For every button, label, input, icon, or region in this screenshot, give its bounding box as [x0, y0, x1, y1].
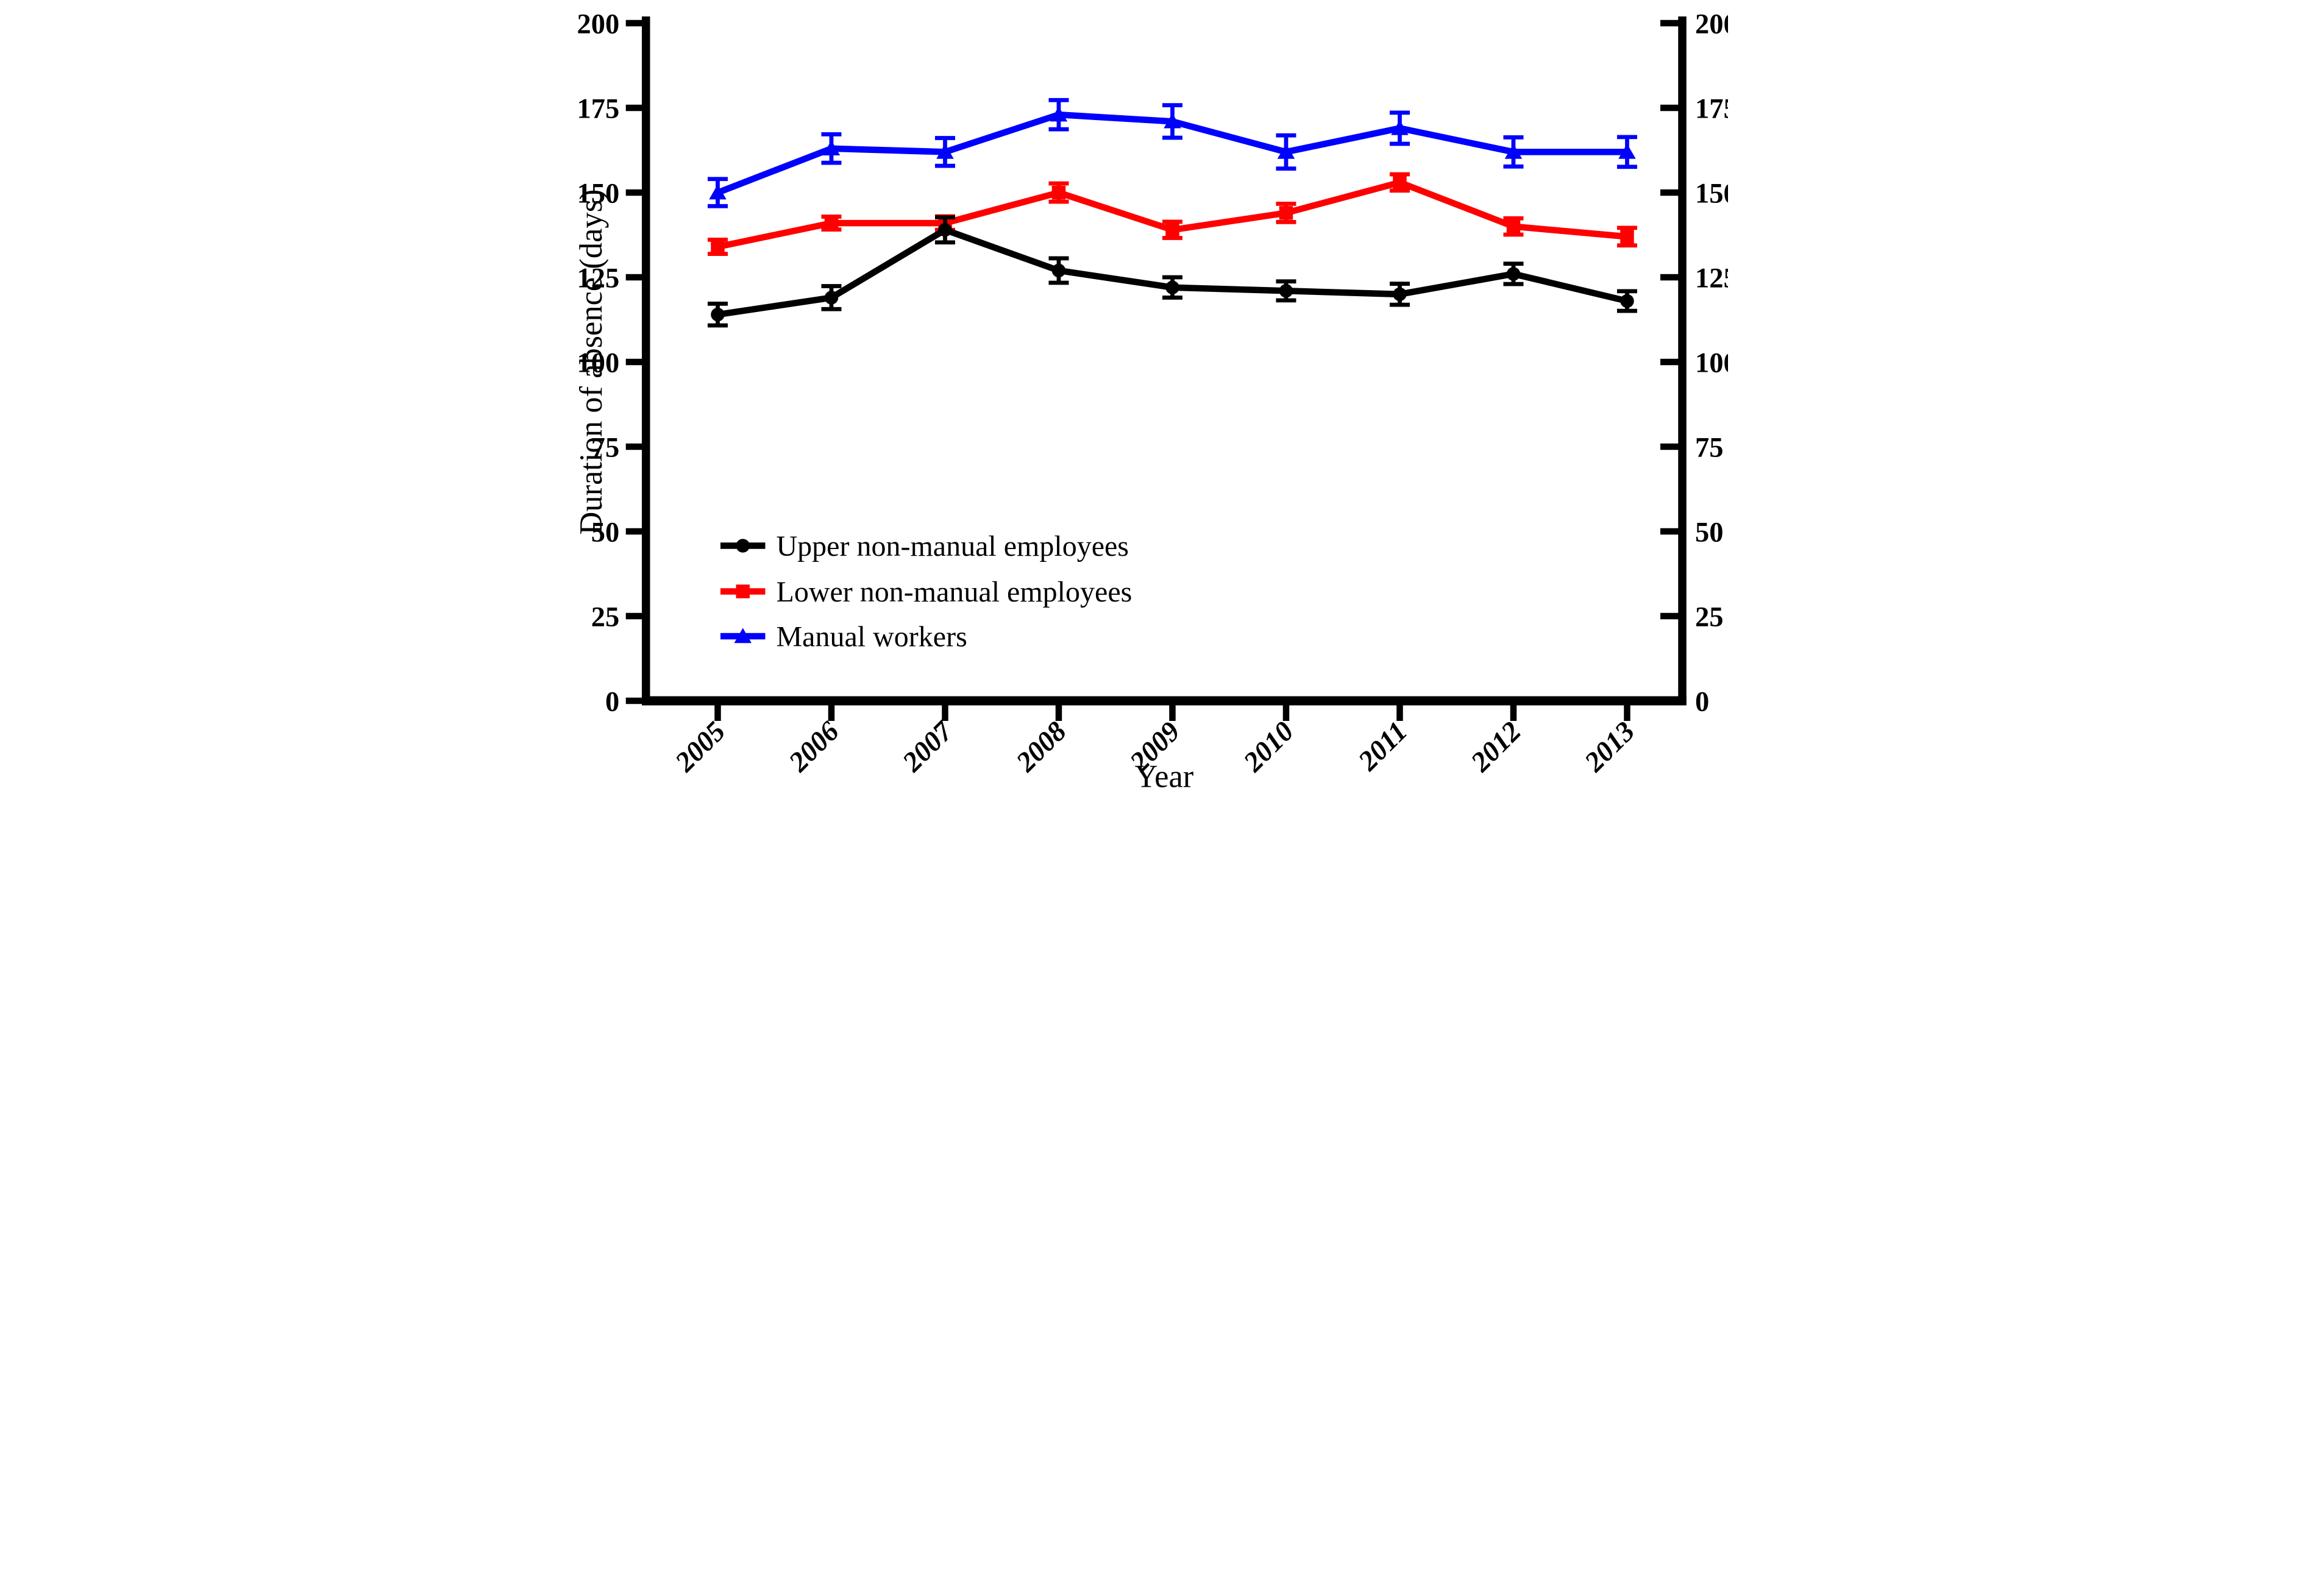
x-tick-label-year: 2006 [783, 715, 845, 778]
data-point-marker-circle [1393, 287, 1407, 302]
series-lower-non-manual-employees [708, 172, 1637, 257]
series-upper-non-manual-employees [708, 215, 1637, 328]
data-point-marker-square [824, 216, 839, 230]
data-point-marker-triangle [734, 628, 752, 644]
data-point-marker-circle [824, 291, 839, 305]
data-point-marker-triangle [1050, 106, 1068, 122]
data-point-marker-square [1620, 230, 1634, 244]
y-tick-label-right: 25 [1695, 602, 1724, 633]
y-tick-label-left: 150 [577, 179, 620, 210]
data-point-marker-triangle [1164, 113, 1181, 129]
data-point-marker-circle [1506, 267, 1521, 281]
data-point-marker-triangle [1391, 119, 1409, 135]
series-line [717, 226, 1628, 318]
y-tick-label-left: 175 [577, 94, 620, 125]
series-manual-workers [708, 98, 1637, 208]
data-point-marker-square [736, 584, 750, 598]
data-point-marker-circle [736, 539, 750, 553]
y-tick-label-right: 200 [1695, 9, 1728, 40]
data-point-marker-square [1165, 222, 1179, 237]
y-tick-label-left: 125 [577, 263, 620, 294]
y-tick-label-left: 75 [591, 433, 620, 464]
x-tick-label-year: 2008 [1010, 716, 1073, 779]
y-tick-label-right: 125 [1695, 263, 1728, 294]
data-point-marker-square [1051, 185, 1066, 200]
y-tick-label-right: 175 [1695, 94, 1728, 125]
legend-label: Upper non-manual employees [777, 530, 1129, 562]
y-tick-label-left: 200 [577, 9, 620, 40]
x-tick-label-year: 2010 [1237, 716, 1300, 779]
x-tick-label-year: 2012 [1465, 716, 1527, 779]
y-tick-label-right: 50 [1695, 517, 1724, 548]
data-point-marker-circle [1051, 263, 1066, 278]
line-chart: 0 0 25 25 50 50 75 75 100 100 125 125 150 150 175 175 20… [576, 9, 1728, 795]
data-point-marker-square [1506, 219, 1521, 233]
legend-item: Upper non-manual employees [720, 530, 1129, 562]
x-tick-label-year: 2005 [669, 716, 732, 779]
legend: Upper non-manual employees Lower non-manu… [720, 530, 1132, 653]
data-point-marker-circle [1620, 294, 1634, 308]
y-tick-label-left: 50 [591, 517, 620, 548]
y-tick-label-right: 0 [1695, 687, 1709, 718]
data-point-marker-triangle [1504, 143, 1523, 159]
y-tick-label-left: 100 [577, 348, 620, 379]
x-tick-label-year: 2013 [1579, 716, 1641, 779]
data-point-marker-square [1279, 206, 1293, 220]
y-tick-label-right: 150 [1695, 179, 1728, 210]
data-point-marker-square [711, 239, 725, 254]
data-point-marker-circle [1165, 280, 1179, 294]
y-tick-label-left: 0 [605, 687, 619, 718]
legend-item: Lower non-manual employees [720, 576, 1132, 608]
data-point-marker-triangle [1277, 143, 1295, 159]
y-tick-label-left: 25 [591, 602, 620, 633]
data-point-marker-circle [1279, 284, 1293, 298]
y-tick-label-right: 75 [1695, 433, 1724, 464]
x-tick-label-year: 2011 [1353, 716, 1414, 778]
data-point-marker-circle [711, 307, 725, 322]
legend-item: Manual workers [720, 621, 967, 653]
legend-label: Manual workers [777, 621, 967, 653]
legend-label: Lower non-manual employees [777, 576, 1132, 608]
data-point-marker-triangle [822, 140, 841, 156]
data-point-marker-triangle [936, 143, 954, 159]
y-axis-title: Duration of absence (days) [576, 189, 609, 534]
data-point-marker-circle [938, 222, 952, 237]
data-point-marker-triangle [709, 184, 727, 200]
y-tick-label-right: 100 [1695, 348, 1728, 379]
chart-figure: 0 0 25 25 50 50 75 75 100 100 125 125 150 150 175 175 20… [576, 0, 1728, 798]
data-point-marker-triangle [1618, 143, 1636, 159]
data-point-marker-square [1393, 176, 1407, 190]
x-axis-title: Year [1135, 759, 1194, 795]
x-tick-label-year: 2007 [897, 715, 960, 778]
